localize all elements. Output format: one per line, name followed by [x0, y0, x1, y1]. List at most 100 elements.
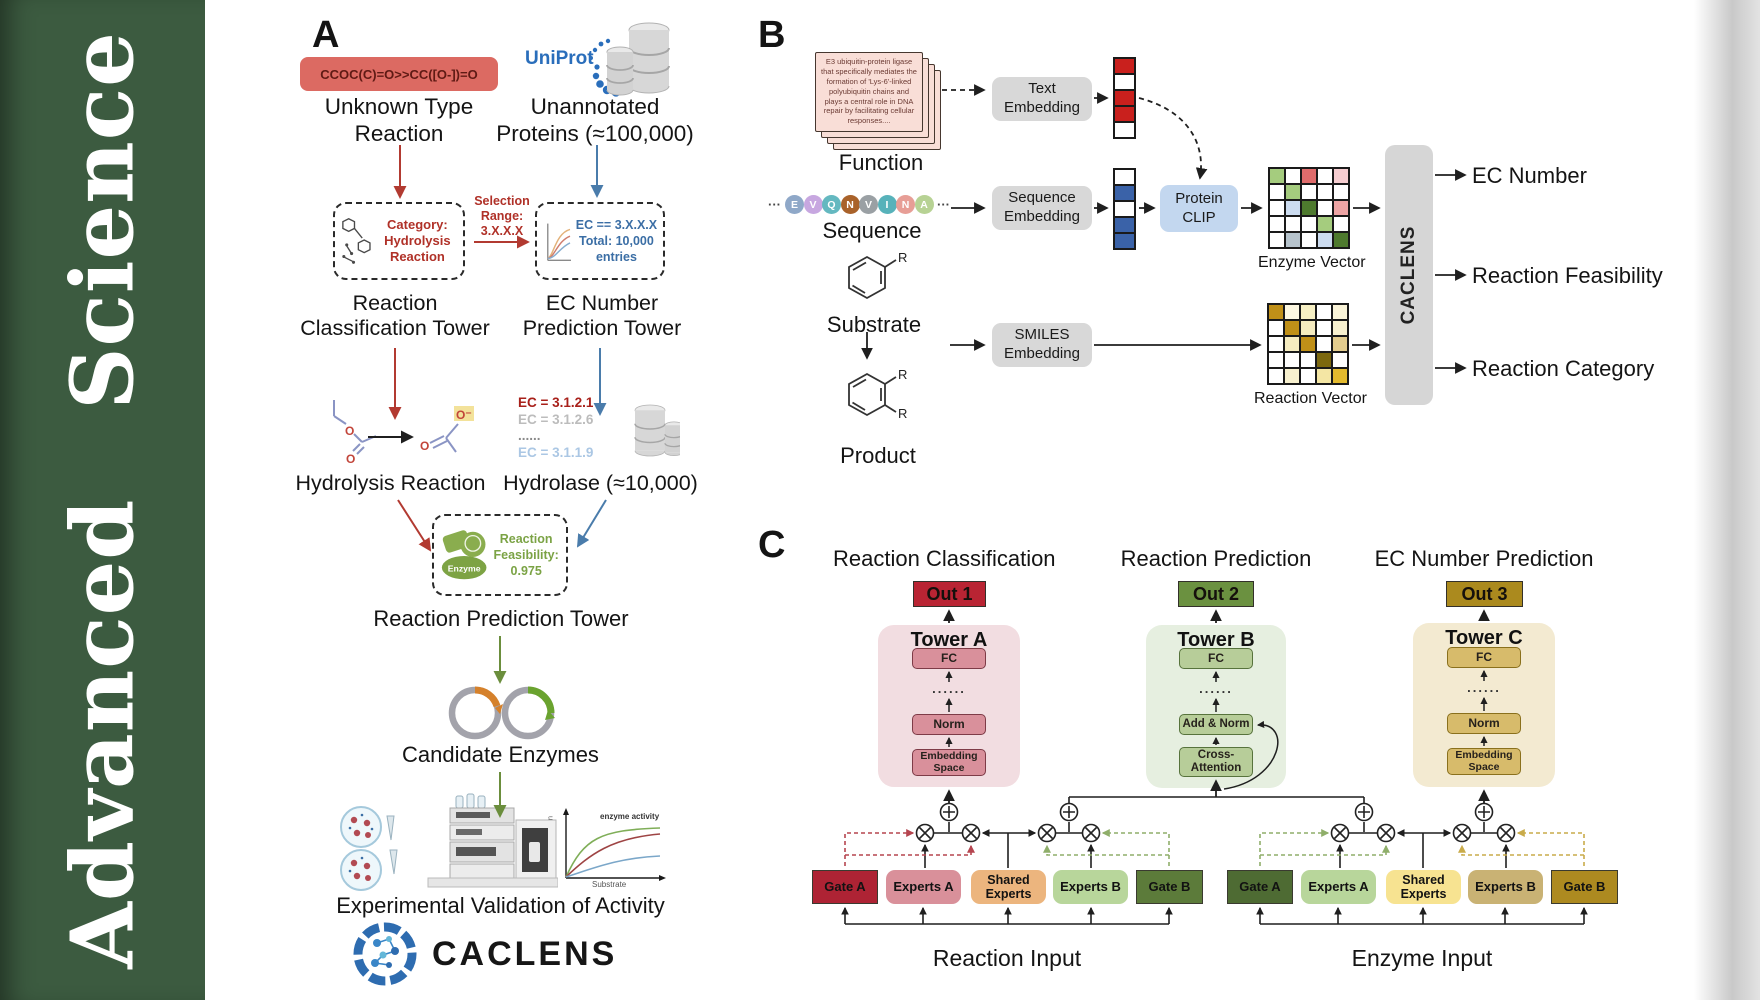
- function-card-front: E3 ubiquitin-protein ligase that specifi…: [815, 52, 923, 132]
- molecules-icon: [342, 217, 371, 264]
- ethyl-acetate-structure: O O: [333, 400, 377, 466]
- classification-tower-label: Reaction Classification Tower: [300, 291, 490, 341]
- reaction-input-label: Reaction Input: [932, 945, 1082, 971]
- ec-column-title: EC Number Prediction: [1374, 546, 1594, 571]
- enzyme-badge-text: Enzyme: [448, 563, 481, 573]
- product-r-group-bottom: R: [898, 406, 907, 421]
- curves-plot-icon: [547, 223, 571, 262]
- tower-a-norm: Norm: [912, 714, 986, 735]
- sequence-label: Sequence: [822, 218, 922, 243]
- add-nodes: [939, 802, 1494, 822]
- product-structure: R R: [848, 367, 907, 421]
- tower-b-cross-attention: Cross-Attention: [1179, 747, 1253, 777]
- substrate-structure: R: [848, 252, 907, 300]
- tower-b-add-norm: Add & Norm: [1179, 714, 1253, 735]
- reaction-feasibility-box: Enzyme Reaction Feasibility: 0.975: [432, 514, 568, 596]
- acetate-oxygen: O: [420, 439, 429, 453]
- enzyme-icon: Enzyme: [441, 530, 487, 580]
- uniprot-database-icon: [589, 22, 670, 97]
- reaction-vector-matrix: [1267, 303, 1349, 385]
- enzyme-shared-experts: Shared Experts: [1386, 870, 1461, 904]
- protein-clip-box: Protein CLIP: [1160, 185, 1238, 232]
- caclens-logo-icon: [353, 922, 417, 986]
- reaction-shared-experts: Shared Experts: [971, 870, 1046, 904]
- enzyme-experts-a: Experts A: [1301, 870, 1376, 904]
- sequence-ellipsis: ···: [937, 197, 950, 212]
- text-embedding-box: Text Embedding: [992, 77, 1092, 121]
- enzyme-activity-plot: [563, 808, 666, 881]
- panel-b-label: B: [758, 14, 786, 56]
- text-embedding-vector: [1113, 57, 1136, 139]
- unknown-reaction-label: Unknown Type Reaction: [324, 94, 474, 146]
- reaction-gate-b: Gate B: [1136, 870, 1203, 904]
- caclens-bar-text: CACLENS: [1398, 225, 1419, 325]
- hydrolase-label: Hydrolase (≈10,000): [503, 471, 698, 495]
- substrate-r-group: R: [898, 252, 907, 265]
- ec-tower-label: EC Number Prediction Tower: [522, 291, 682, 341]
- function-cards-stack: E3 ubiquitin-protein ligase that specifi…: [815, 52, 945, 152]
- tower-a-embedding: Embedding Space: [912, 749, 986, 776]
- tower-c-fc: FC: [1447, 647, 1521, 668]
- hydrolase-database-icon: [634, 404, 680, 457]
- tower-c-dots: ......: [1467, 680, 1501, 695]
- ec-box-text: EC == 3.X.X.X Total: 10,000 entries: [575, 217, 658, 265]
- reaction-category-box: Category: Hydrolysis Reaction: [333, 202, 465, 280]
- multiply-nodes: [915, 823, 1516, 843]
- tower-b-fc: FC: [1179, 648, 1253, 669]
- ec-number-list: EC = 3.1.2.1 EC = 3.1.2.6...... EC = 3.1.1…: [518, 395, 594, 460]
- function-card-text: E3 ubiquitin-protein ligase that specifi…: [821, 57, 917, 126]
- product-label: Product: [840, 443, 916, 468]
- sequence-embedding-vector: [1113, 168, 1136, 250]
- page-edge-shadow: [1694, 0, 1760, 1000]
- classification-column-title: Reaction Classification: [833, 546, 1056, 571]
- enzyme-vector-matrix: [1268, 167, 1350, 249]
- carbonyl-oxygen: O: [346, 452, 355, 466]
- out3-box: Out 3: [1446, 581, 1523, 607]
- ester-oxygen: O: [345, 424, 354, 438]
- prediction-tower-label: Reaction Prediction Tower: [373, 606, 629, 631]
- sequence-ellipsis: ···: [768, 197, 781, 212]
- caclens-model-bar: CACLENS: [1385, 145, 1433, 405]
- carboxylate-oxygen: O⁻: [456, 408, 472, 422]
- candidate-enzymes-label: Candidate Enzymes: [402, 742, 599, 767]
- product-r-group-top: R: [898, 367, 907, 382]
- reaction-smiles-box: CCOC(C)=O>>CC([O-])=O: [300, 57, 498, 91]
- prediction-column-title: Reaction Prediction: [1120, 546, 1312, 571]
- hplc-instrument-icon: [427, 793, 558, 888]
- acetate-structure: O⁻ O: [420, 406, 474, 453]
- journal-name: Advanced Science: [52, 31, 153, 969]
- unannotated-proteins-label: Unannotated Proteins (≈100,000): [496, 94, 694, 146]
- out1-box: Out 1: [913, 581, 986, 607]
- enzyme-vector-label: Enzyme Vector: [1258, 254, 1366, 271]
- output-ec-number: EC Number: [1472, 163, 1587, 188]
- feasibility-text: Reaction Feasibility: 0.975: [493, 531, 559, 579]
- enzyme-input-label: Enzyme Input: [1351, 945, 1493, 971]
- substrate-label: Substrate: [826, 312, 922, 337]
- tower-a-dots: ......: [932, 681, 966, 696]
- panel-c-label: C: [758, 524, 786, 566]
- enzyme-gate-a: Gate A: [1227, 870, 1293, 904]
- petri-dishes-icon: [340, 806, 398, 891]
- tower-c-embedding: Embedding Space: [1447, 748, 1521, 775]
- tower-b-title: Tower B: [1177, 629, 1255, 651]
- sequence-embedding-box: Sequence Embedding: [992, 186, 1092, 230]
- enzyme-experts-b: Experts B: [1468, 870, 1543, 904]
- tower-c-title: Tower C: [1445, 627, 1523, 649]
- plasmids-icon: [448, 686, 555, 740]
- journal-sidebar: Advanced Science: [0, 0, 205, 1000]
- validation-label: Experimental Validation of Activity: [336, 893, 665, 918]
- reaction-gate-a: Gate A: [812, 870, 878, 904]
- activity-plot-xlabel: Substrate: [592, 880, 627, 889]
- output-reaction-feasibility: Reaction Feasibility: [1472, 263, 1663, 288]
- uniprot-logo-text: UniProt: [525, 48, 594, 69]
- hydrolysis-reaction-label: Hydrolysis Reaction: [295, 471, 486, 495]
- activity-plot-title: enzyme activity: [600, 812, 660, 821]
- reaction-experts-b: Experts B: [1053, 870, 1128, 904]
- category-box-text: Category: Hydrolysis Reaction: [384, 216, 451, 265]
- reaction-experts-a: Experts A: [886, 870, 961, 904]
- tower-a-fc: FC: [912, 648, 986, 669]
- tower-b-dots: ......: [1199, 681, 1233, 696]
